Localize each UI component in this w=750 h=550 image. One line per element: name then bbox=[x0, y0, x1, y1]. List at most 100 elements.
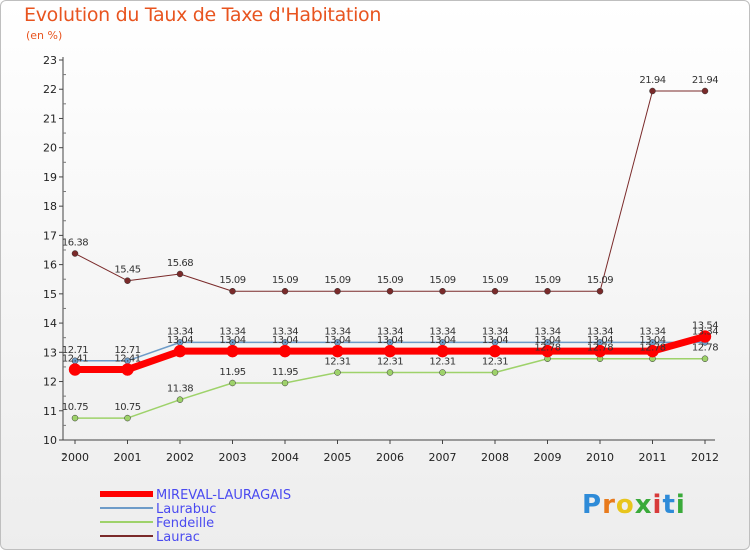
data-label: 13.34 bbox=[429, 326, 455, 337]
legend-label: Laurabuc bbox=[156, 502, 216, 517]
proxiti-logo: Proxiti bbox=[582, 490, 686, 520]
data-label: 13.34 bbox=[692, 326, 718, 337]
data-labels: 16.38 15.45 15.68 15.09 15.09 15.09 15.09 15.09… bbox=[62, 75, 719, 413]
data-point bbox=[386, 287, 394, 295]
data-label: 15.09 bbox=[429, 275, 455, 286]
data-label: 13.34 bbox=[377, 326, 403, 337]
x-tick-label: 2007 bbox=[429, 451, 457, 464]
data-point bbox=[173, 344, 187, 358]
x-tick-label: 2000 bbox=[61, 451, 89, 464]
data-point bbox=[229, 379, 236, 387]
data-label: 12.31 bbox=[482, 356, 508, 367]
x-tick-label: 2011 bbox=[639, 451, 667, 464]
y-tick-label: 12 bbox=[43, 376, 57, 389]
data-label: 13.54 bbox=[692, 321, 718, 332]
data-point bbox=[439, 287, 446, 295]
data-label: 12.78 bbox=[639, 343, 665, 354]
data-point bbox=[544, 287, 551, 295]
data-point bbox=[71, 250, 79, 257]
y-tick-label: 19 bbox=[43, 171, 57, 184]
data-label: 13.04 bbox=[219, 335, 245, 346]
data-label: 15.09 bbox=[377, 275, 403, 286]
data-label: 10.75 bbox=[114, 402, 140, 413]
logo-letter: i bbox=[675, 490, 686, 520]
data-label: 21.94 bbox=[639, 75, 665, 86]
data-label: 13.04 bbox=[429, 335, 455, 346]
data-label: 13.04 bbox=[587, 335, 613, 346]
data-point bbox=[593, 344, 607, 358]
data-label: 21.94 bbox=[692, 75, 718, 86]
y-tick-label: 23 bbox=[43, 54, 57, 67]
data-point bbox=[701, 87, 709, 95]
x-tick-label: 2012 bbox=[691, 451, 719, 464]
data-point bbox=[124, 277, 131, 284]
x-tick-label: 2009 bbox=[534, 451, 562, 464]
data-label: 12.71 bbox=[114, 345, 140, 356]
y-tick-label: 13 bbox=[43, 346, 57, 359]
y-tick-label: 14 bbox=[43, 317, 57, 330]
legend-label: Fendeille bbox=[156, 516, 214, 531]
data-label: 12.31 bbox=[377, 356, 403, 367]
data-label: 13.34 bbox=[534, 326, 560, 337]
data-point bbox=[596, 287, 604, 295]
data-label: 15.09 bbox=[219, 275, 245, 286]
data-label: 13.04 bbox=[534, 335, 560, 346]
y-tick-label: 20 bbox=[43, 142, 57, 155]
x-tick-label: 2010 bbox=[586, 451, 614, 464]
data-point bbox=[436, 344, 449, 358]
data-label: 13.34 bbox=[482, 326, 508, 337]
data-point bbox=[646, 344, 659, 358]
data-label: 11.38 bbox=[167, 384, 193, 395]
data-label: 12.41 bbox=[114, 354, 140, 365]
data-label: 12.41 bbox=[62, 354, 88, 365]
data-label: 13.34 bbox=[639, 326, 665, 337]
data-point bbox=[439, 369, 446, 376]
x-tick-label: 2005 bbox=[324, 451, 352, 464]
data-label: 12.31 bbox=[324, 356, 350, 367]
data-label: 13.34 bbox=[324, 326, 350, 337]
data-point bbox=[491, 287, 499, 295]
data-label: 13.04 bbox=[377, 335, 403, 346]
data-label: 11.95 bbox=[219, 367, 245, 378]
logo-letter: x bbox=[634, 490, 653, 520]
data-label: 16.38 bbox=[62, 238, 88, 249]
data-point bbox=[68, 363, 82, 376]
y-tick-label: 11 bbox=[43, 405, 57, 418]
data-point bbox=[698, 330, 712, 343]
data-label: 15.09 bbox=[587, 275, 613, 286]
data-point bbox=[176, 396, 184, 403]
logo-letter: i bbox=[652, 490, 663, 520]
data-point bbox=[649, 87, 656, 95]
data-label: 13.04 bbox=[482, 335, 508, 346]
data-point bbox=[121, 363, 134, 376]
x-tick-label: 2006 bbox=[376, 451, 404, 464]
data-point bbox=[334, 287, 341, 295]
x-tick-label: 2003 bbox=[219, 451, 247, 464]
data-point bbox=[124, 414, 131, 422]
chart-subtitle: (en %) bbox=[26, 29, 63, 42]
data-label: 15.09 bbox=[482, 275, 508, 286]
data-label: 11.95 bbox=[272, 367, 298, 378]
data-label: 15.45 bbox=[114, 265, 140, 276]
x-tick-label: 2008 bbox=[481, 451, 509, 464]
y-tick-label: 22 bbox=[43, 83, 57, 96]
data-point bbox=[488, 344, 502, 358]
data-label: 13.34 bbox=[587, 326, 613, 337]
y-tick-label: 16 bbox=[43, 259, 57, 272]
data-point bbox=[334, 369, 341, 376]
data-label: 12.78 bbox=[534, 343, 560, 354]
data-point bbox=[278, 344, 292, 358]
data-point bbox=[491, 369, 499, 376]
data-label: 13.04 bbox=[639, 335, 665, 346]
data-label: 15.09 bbox=[272, 275, 298, 286]
axes: 10 11 12 13 14 15 16 17 18 19 20 21 22 23 2000 2001 2002… bbox=[43, 54, 719, 464]
logo-letter: P bbox=[582, 490, 603, 520]
data-point bbox=[176, 270, 184, 278]
logo-letter: t bbox=[662, 490, 676, 520]
data-point bbox=[281, 379, 289, 387]
logo-letter: r bbox=[602, 490, 616, 520]
data-label: 13.34 bbox=[219, 326, 245, 337]
data-label: 12.71 bbox=[62, 345, 88, 356]
